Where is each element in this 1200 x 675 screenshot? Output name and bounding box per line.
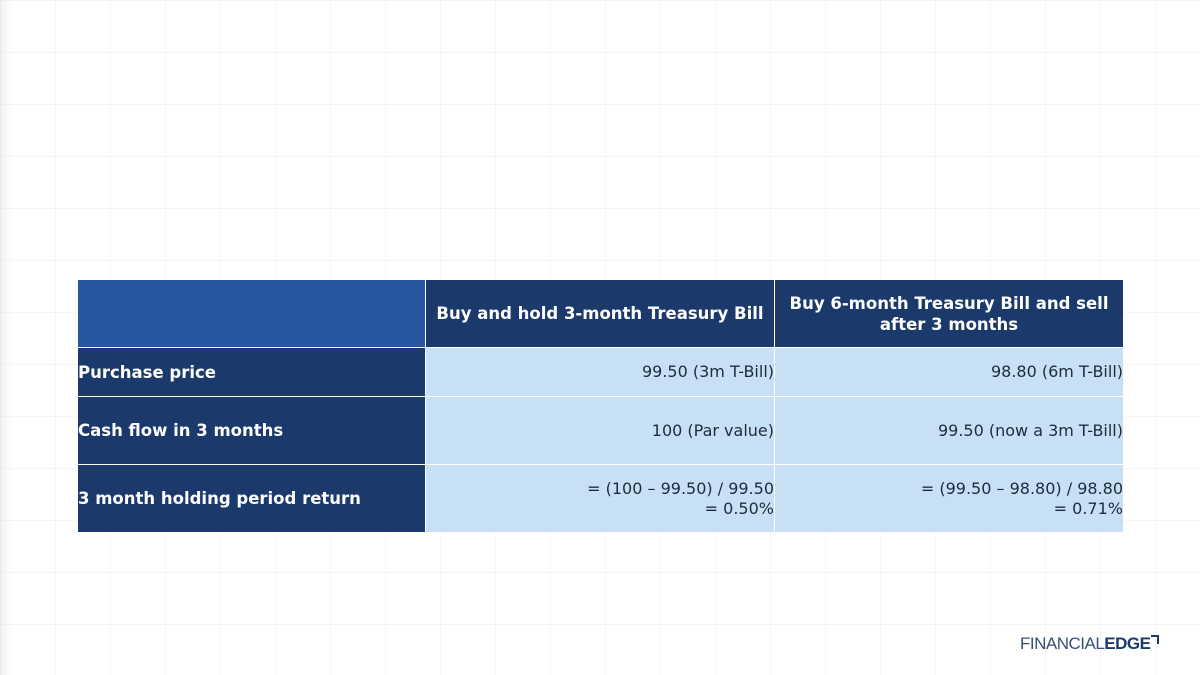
logo-word-financial: FINANCIAL bbox=[1020, 634, 1105, 653]
table-row: Cash flow in 3 months 100 (Par value) 99… bbox=[77, 396, 1124, 465]
cell-line: 98.80 (6m T-Bill) bbox=[990, 362, 1123, 381]
purchase-price-buy-and-sell: 98.80 (6m T-Bill) bbox=[774, 347, 1124, 397]
purchase-price-buy-and-hold: 99.50 (3m T-Bill) bbox=[425, 347, 775, 397]
table-row: 3 month holding period return = (100 – 9… bbox=[77, 464, 1124, 533]
logo-corner-mark-icon bbox=[1151, 635, 1160, 644]
formula-line: = (99.50 – 98.80) / 98.80 bbox=[920, 478, 1123, 498]
cell-line: 100 (Par value) bbox=[651, 420, 774, 440]
result-line: = 0.71% bbox=[1053, 498, 1123, 518]
holding-return-buy-and-hold: = (100 – 99.50) / 99.50 = 0.50% bbox=[425, 464, 775, 533]
header-buy-and-sell: Buy 6-month Treasury Bill and sell after… bbox=[774, 279, 1124, 348]
financial-edge-logo: FINANCIALEDGE bbox=[1020, 634, 1160, 658]
row-label-holding-return: 3 month holding period return bbox=[77, 464, 426, 533]
left-edge-shade bbox=[0, 0, 14, 675]
formula-line: = (100 – 99.50) / 99.50 bbox=[587, 478, 774, 498]
holding-return-buy-and-sell: = (99.50 – 98.80) / 98.80 = 0.71% bbox=[774, 464, 1124, 533]
result-line: = 0.50% bbox=[704, 498, 774, 518]
cash-flow-buy-and-sell: 99.50 (now a 3m T-Bill) bbox=[774, 396, 1124, 465]
cash-flow-buy-and-hold: 100 (Par value) bbox=[425, 396, 775, 465]
comparison-table: Buy and hold 3-month Treasury Bill Buy 6… bbox=[77, 279, 1124, 533]
logo-word-edge: EDGE bbox=[1104, 634, 1151, 653]
cell-line: 99.50 (3m T-Bill) bbox=[641, 362, 774, 381]
row-label-purchase-price: Purchase price bbox=[77, 347, 426, 397]
header-corner-cell bbox=[77, 279, 426, 348]
table-header-row: Buy and hold 3-month Treasury Bill Buy 6… bbox=[77, 279, 1124, 348]
row-label-cash-flow: Cash flow in 3 months bbox=[77, 396, 426, 465]
cell-line: 99.50 (now a 3m T-Bill) bbox=[937, 420, 1123, 440]
header-buy-and-hold: Buy and hold 3-month Treasury Bill bbox=[425, 279, 775, 348]
table-row: Purchase price 99.50 (3m T-Bill) 98.80 (… bbox=[77, 347, 1124, 397]
